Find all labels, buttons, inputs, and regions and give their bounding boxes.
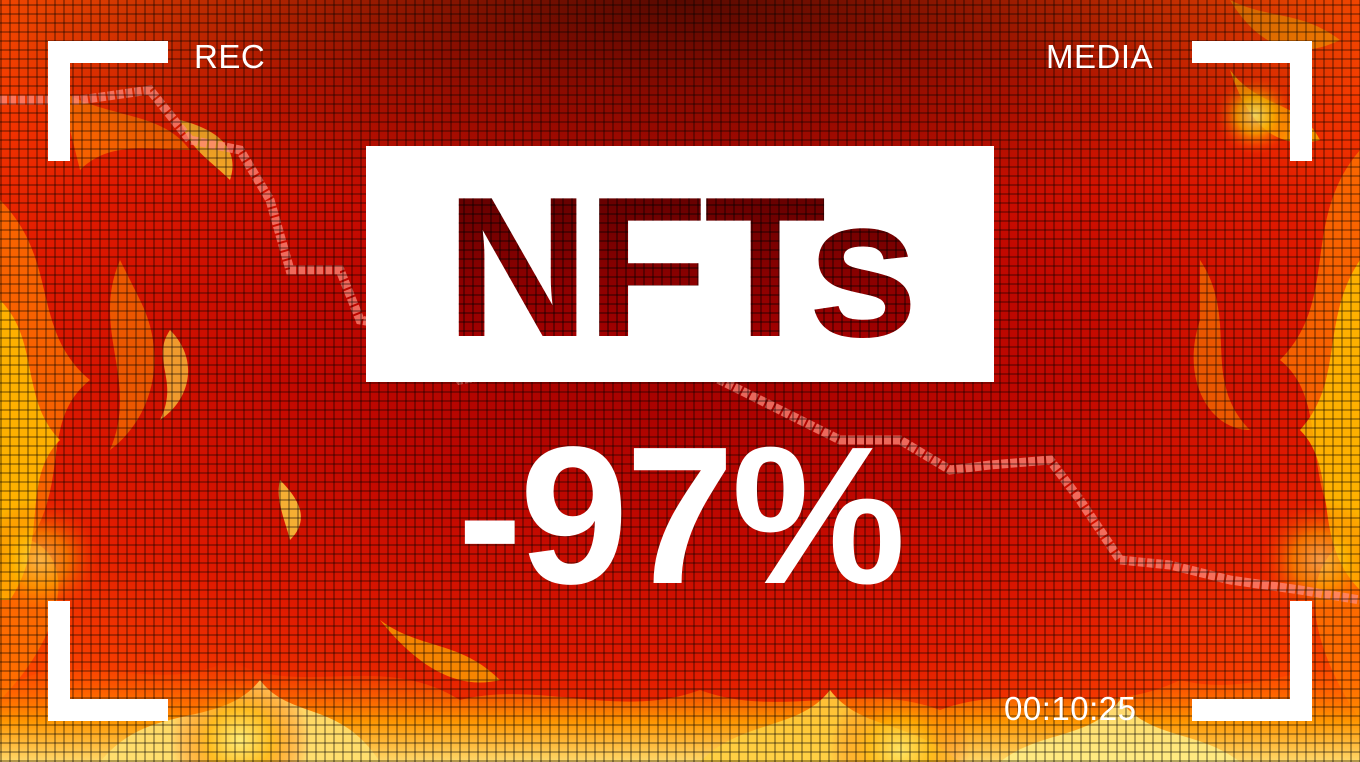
media-label: MEDIA — [1046, 38, 1154, 75]
headline-title: NFTs — [445, 156, 915, 379]
timecode: 00:10:25 — [1004, 690, 1137, 727]
title-box: NFTs — [366, 146, 994, 382]
viewfinder-corner-icon — [1192, 601, 1312, 721]
viewfinder-corner-icon — [1192, 41, 1312, 161]
rec-label: REC — [194, 38, 266, 75]
viewfinder-corner-icon — [48, 41, 168, 161]
headline-change: -97% — [457, 406, 906, 625]
viewfinder-corner-icon — [48, 601, 168, 721]
